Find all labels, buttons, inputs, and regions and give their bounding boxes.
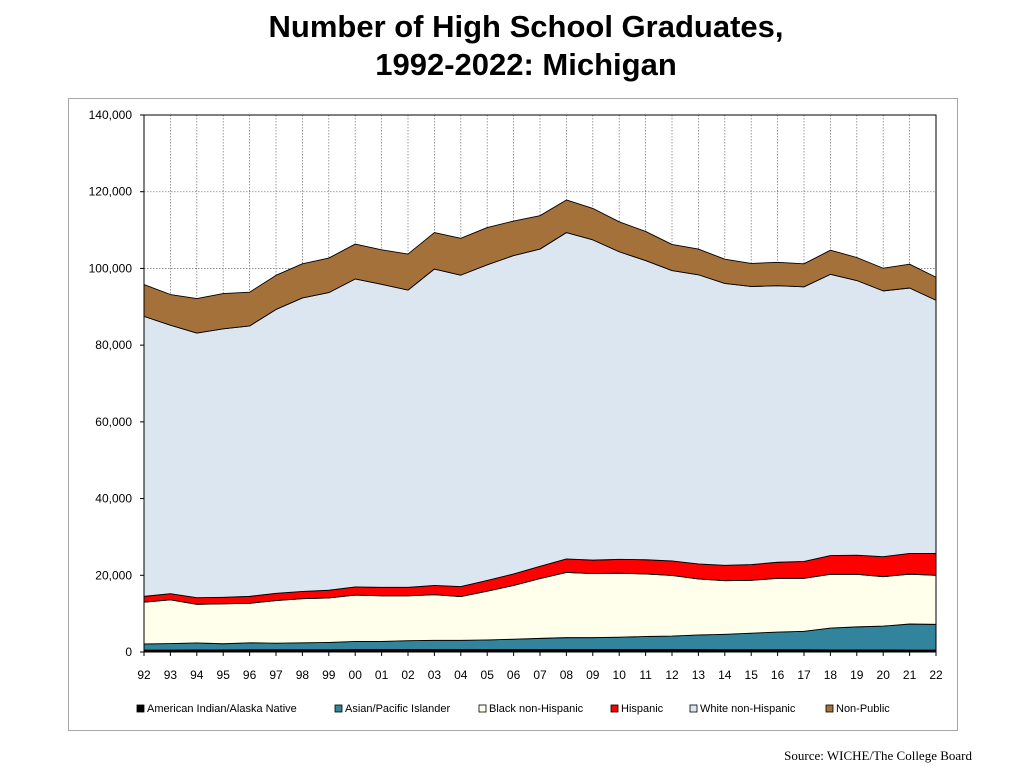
x-tick-label: 95 [217, 668, 231, 682]
x-tick-label: 22 [929, 668, 943, 682]
y-tick-label: 140,000 [89, 108, 133, 122]
x-tick-label: 00 [349, 668, 363, 682]
stacked-area-chart: 0 20,000 40,000 60,000 80,000 100,000 120,000 1… [89, 108, 943, 715]
y-tick-label: 100,000 [89, 261, 133, 275]
legend-swatch [825, 704, 834, 713]
y-tick-label: 20,000 [95, 568, 132, 582]
y-tick-label: 120,000 [89, 185, 133, 199]
x-tick-label: 13 [692, 668, 706, 682]
chart-title-line-1: Number of High School Graduates, [268, 9, 784, 44]
legend-label: American Indian/Alaska Native [147, 703, 297, 715]
y-tick-label: 0 [125, 645, 132, 659]
x-tick-label: 08 [560, 668, 574, 682]
x-tick-label: 04 [454, 668, 468, 682]
x-tick-label: 94 [190, 668, 204, 682]
legend-swatch [334, 704, 343, 713]
legend-swatch [478, 704, 487, 713]
legend-swatch [610, 704, 619, 713]
x-tick-label: 93 [164, 668, 178, 682]
x-tick-label: 99 [322, 668, 336, 682]
x-tick-label: 17 [797, 668, 811, 682]
x-tick-label: 97 [269, 668, 283, 682]
x-tick-label: 01 [375, 668, 389, 682]
y-tick-label: 80,000 [95, 338, 132, 352]
x-tick-label: 16 [771, 668, 785, 682]
x-tick-label: 14 [718, 668, 732, 682]
x-tick-label: 06 [507, 668, 521, 682]
y-tick-label: 60,000 [95, 415, 132, 429]
x-tick-label: 02 [401, 668, 415, 682]
x-tick-label: 92 [137, 668, 151, 682]
y-tick-label: 40,000 [95, 492, 132, 506]
x-tick-label: 96 [243, 668, 257, 682]
x-tick-label: 05 [481, 668, 495, 682]
legend-label: Non-Public [836, 703, 890, 715]
x-tick-label: 09 [586, 668, 600, 682]
x-tick-label: 20 [877, 668, 891, 682]
x-tick-label: 11 [639, 668, 652, 682]
chart-frame: 0 20,000 40,000 60,000 80,000 100,000 120,000 1… [68, 98, 958, 731]
legend-label: White non-Hispanic [700, 703, 796, 715]
legend-swatch [689, 704, 698, 713]
chart-title-line-2: 1992-2022: Michigan [375, 47, 677, 82]
legend-label: Black non-Hispanic [489, 703, 584, 715]
x-tick-label: 15 [745, 668, 759, 682]
x-tick-label: 12 [665, 668, 679, 682]
x-tick-label: 03 [428, 668, 442, 682]
x-tick-label: 10 [613, 668, 627, 682]
x-tick-label: 21 [903, 668, 917, 682]
legend-label: Hispanic [621, 703, 664, 715]
x-tick-label: 19 [850, 668, 864, 682]
x-tick-label: 18 [824, 668, 838, 682]
chart-title: Number of High School Graduates, 1992-20… [0, 8, 1024, 84]
x-tick-label: 07 [533, 668, 547, 682]
legend-swatch [136, 704, 145, 713]
source-note: Source: WICHE/The College Board [784, 748, 972, 763]
x-tick-label: 98 [296, 668, 310, 682]
legend-label: Asian/Pacific Islander [345, 703, 450, 715]
